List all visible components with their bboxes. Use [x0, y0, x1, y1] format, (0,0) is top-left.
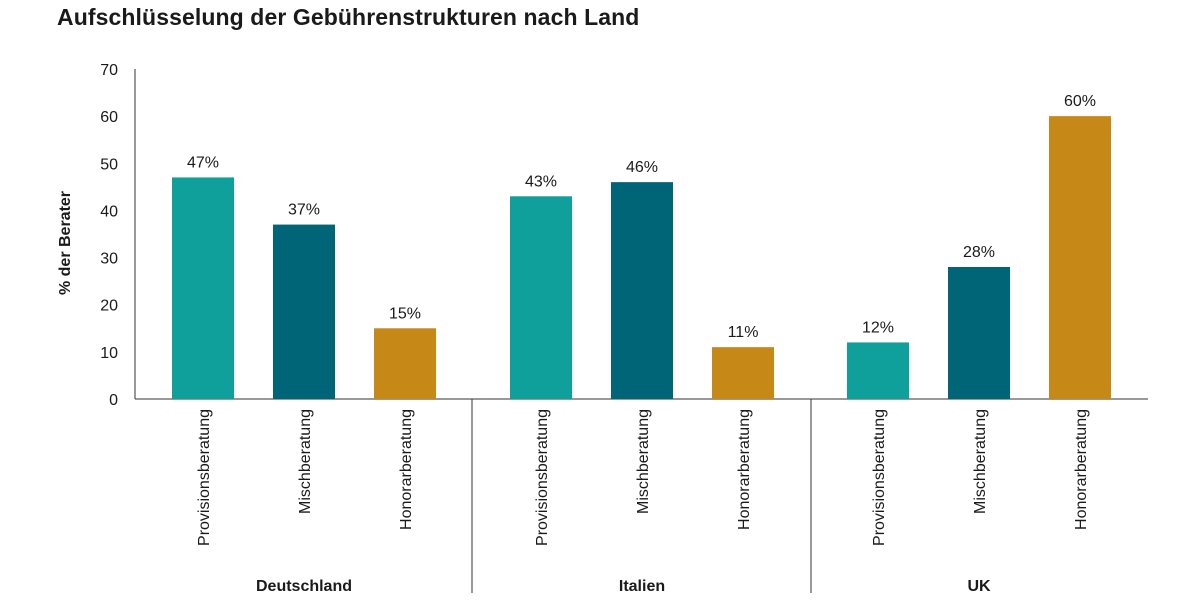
category-label: Honorarberatung [1073, 409, 1090, 530]
data-label: 47% [187, 154, 219, 171]
category-label: Provisionsberatung [534, 409, 551, 546]
bar [1049, 116, 1111, 400]
y-tick-label: 50 [100, 156, 118, 173]
data-label: 43% [525, 173, 557, 190]
y-tick-label: 60 [100, 109, 118, 126]
category-label: Honorarberatung [398, 409, 415, 530]
data-label: 12% [862, 319, 894, 336]
bars [172, 116, 1111, 400]
data-label: 28% [963, 244, 995, 261]
data-label: 60% [1064, 93, 1096, 110]
y-tick-label: 20 [100, 298, 118, 315]
bar [948, 267, 1010, 399]
bar [712, 347, 774, 399]
y-tick-label: 10 [100, 345, 118, 362]
bar [611, 182, 673, 399]
category-label: Honorarberatung [736, 409, 753, 530]
data-label: 37% [288, 202, 320, 219]
category-label: Mischberatung [635, 409, 652, 514]
y-tick-label: 0 [109, 392, 118, 409]
category-label: Mischberatung [297, 409, 314, 514]
bar [273, 224, 335, 399]
chart-title: Aufschlüsselung der Gebührenstrukturen n… [57, 4, 640, 30]
bar [374, 328, 436, 399]
bar [847, 342, 909, 399]
bar [510, 196, 572, 399]
category-label: Provisionsberatung [871, 409, 888, 546]
y-tick-label: 40 [100, 203, 118, 220]
group-label: Italien [619, 578, 665, 595]
bar [172, 177, 234, 399]
category-label: Mischberatung [972, 409, 989, 514]
labels: 47% Provisionsberatung 37% Mischberatung 15%… [187, 93, 1096, 595]
y-tick-label: 70 [100, 62, 118, 79]
group-label: Deutschland [256, 578, 352, 595]
y-axis: 0 10 20 30 40 50 60 70 [100, 62, 136, 409]
y-axis-title: % der Berater [57, 191, 74, 295]
data-label: 46% [626, 159, 658, 176]
y-tick-label: 30 [100, 251, 118, 268]
data-label: 11% [728, 324, 759, 341]
data-label: 15% [389, 305, 421, 322]
category-label: Provisionsberatung [196, 409, 213, 546]
group-label: UK [967, 578, 991, 595]
